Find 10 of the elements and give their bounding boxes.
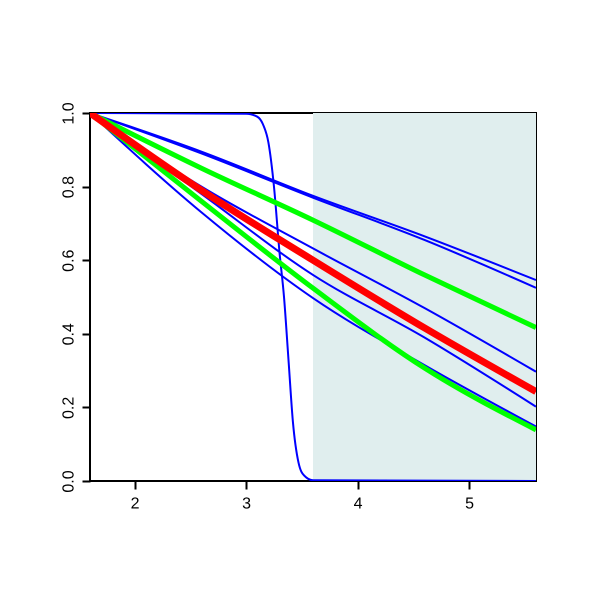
y-tick-label: 1.0 [60, 102, 78, 125]
y-tick-label: 0.8 [60, 176, 78, 198]
x-tick-label: 4 [354, 496, 363, 512]
y-tick-label: 0.2 [60, 396, 78, 420]
y-tick-label: 0.0 [60, 470, 78, 493]
x-tick-label: 2 [130, 496, 140, 512]
y-tick-label: 0.4 [60, 323, 78, 346]
x-tick-label: 5 [465, 496, 474, 512]
y-tick-label: 0.6 [60, 249, 78, 272]
x-tick-label: 3 [242, 496, 252, 512]
